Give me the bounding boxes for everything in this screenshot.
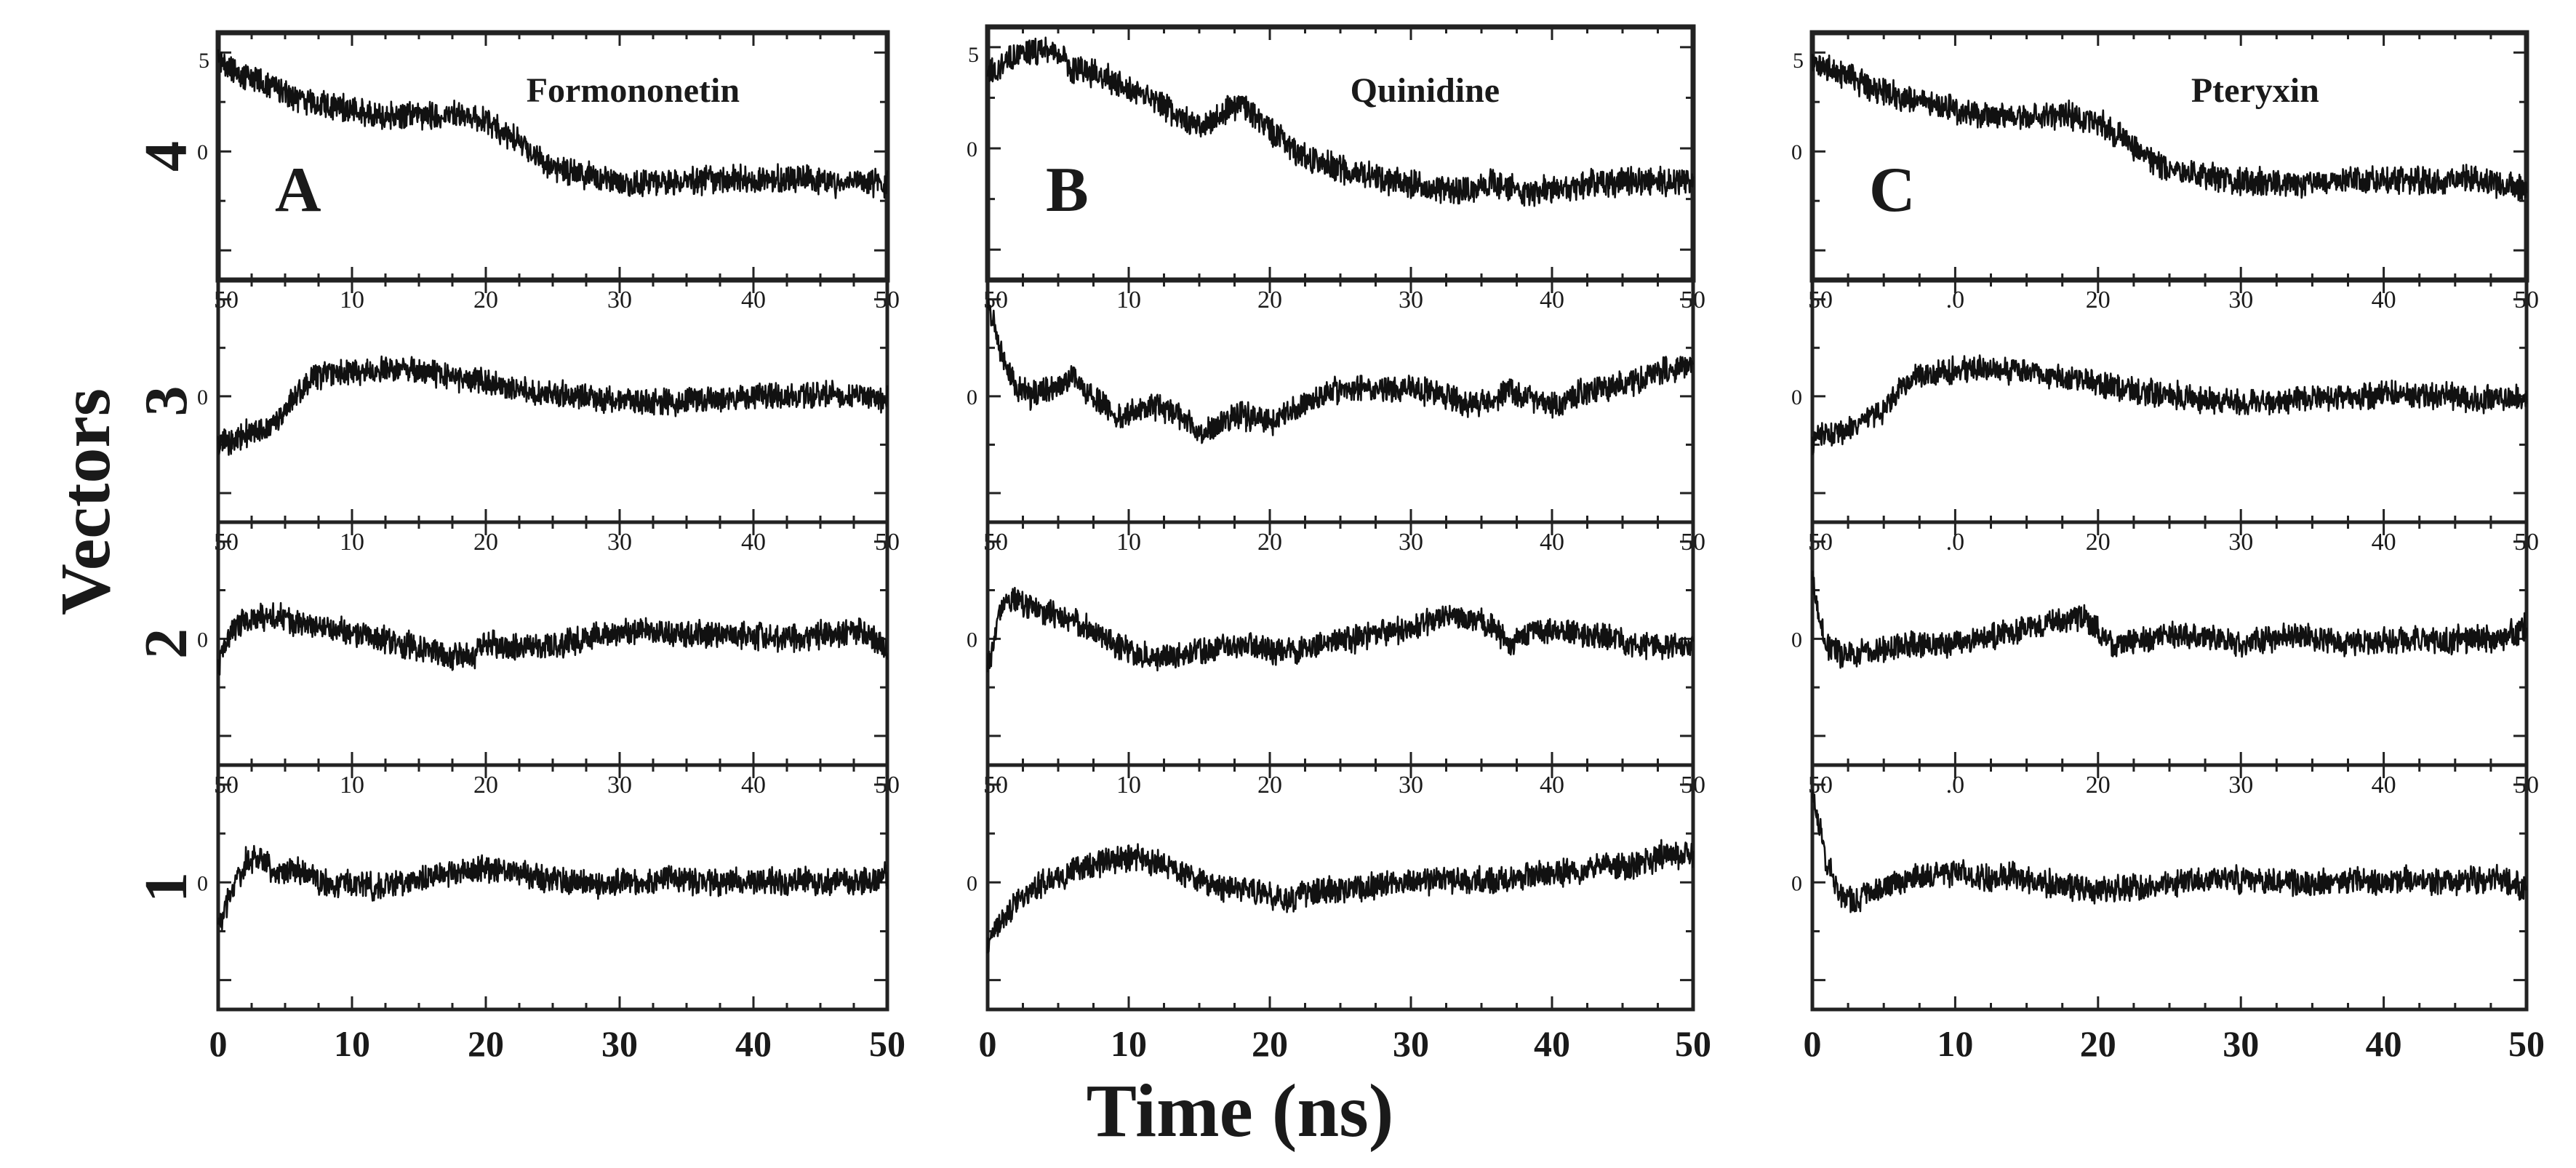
x-axis-title: Time (ns) <box>1087 1069 1394 1153</box>
x-tick-label: 50 <box>869 1023 905 1064</box>
y-tick-label-top: 5 <box>968 43 979 67</box>
vector-row-label: 1 <box>132 872 200 903</box>
x-tick-label: 30 <box>2223 1023 2259 1064</box>
x-tick-label: 50 <box>2508 1023 2545 1064</box>
y-tick-label-zero: 0 <box>1791 628 1802 652</box>
y-axis-title: Vectors <box>47 388 125 615</box>
x-tick-label: 40 <box>2366 1023 2402 1064</box>
panel-letter: C <box>1869 155 1916 225</box>
x-tick-label: 30 <box>1393 1023 1429 1064</box>
vector-row-label: 2 <box>132 628 200 659</box>
series-line-vector-1 <box>217 844 889 931</box>
y-tick-label-zero: 0 <box>1791 385 1802 409</box>
x-tick-label: 40 <box>1534 1023 1570 1064</box>
y-tick-label-zero: 0 <box>197 871 208 895</box>
vector-row-label: 4 <box>132 141 200 172</box>
series-line-vector-3 <box>986 298 1695 444</box>
compound-name: Pteryxin <box>2191 71 2319 110</box>
subplot-vector-1: 01 <box>132 763 889 1012</box>
x-tick-label: 20 <box>2080 1023 2116 1064</box>
x-tick-label: 20 <box>468 1023 504 1064</box>
x-tick-label: 50 <box>1675 1023 1711 1064</box>
series-line-vector-2 <box>986 586 1695 673</box>
compound-name: Formononetin <box>527 71 740 110</box>
y-tick-label-zero: 0 <box>197 385 208 409</box>
y-tick-label-top: 5 <box>199 49 209 73</box>
series-line-vector-1 <box>986 839 1695 953</box>
y-tick-label-zero: 0 <box>967 385 977 409</box>
y-tick-label-zero: 0 <box>197 628 208 652</box>
subplot-vector-1: 0 <box>967 763 1695 1012</box>
x-tick-label: 10 <box>334 1023 370 1064</box>
series-line-vector-3 <box>217 355 889 456</box>
y-tick-label-zero: 0 <box>967 871 977 895</box>
x-tick-label: 0 <box>979 1023 997 1064</box>
compound-name: Quinidine <box>1351 71 1500 110</box>
vector-row-label: 3 <box>132 386 200 417</box>
x-tick-label: 0 <box>1804 1023 1822 1064</box>
panel-letter: A <box>275 155 321 225</box>
y-tick-label-zero: 0 <box>1791 871 1802 895</box>
y-tick-label-zero: 0 <box>967 628 977 652</box>
y-tick-label-zero: 0 <box>1791 140 1802 164</box>
x-tick-label: 20 <box>1252 1023 1288 1064</box>
series-line-vector-1 <box>1811 789 2528 913</box>
series-line-vector-2 <box>217 601 889 676</box>
series-line-vector-4 <box>217 49 889 199</box>
y-tick-label-zero: 0 <box>967 137 977 161</box>
x-tick-label: 10 <box>1937 1023 1973 1064</box>
series-line-vector-2 <box>1811 570 2528 669</box>
subplot-vector-1: 0 <box>1791 763 2529 1012</box>
x-tick-label: 0 <box>209 1023 228 1064</box>
x-tick-label: 10 <box>1111 1023 1147 1064</box>
x-tick-label: 40 <box>735 1023 772 1064</box>
series-line-vector-4 <box>986 36 1695 207</box>
x-tick-label: 30 <box>601 1023 638 1064</box>
series-line-vector-3 <box>1811 354 2528 455</box>
series-line-vector-4 <box>1811 54 2528 201</box>
y-tick-label-zero: 0 <box>197 140 208 164</box>
panel-letter: B <box>1046 155 1089 225</box>
y-tick-label-top: 5 <box>1793 49 1804 73</box>
